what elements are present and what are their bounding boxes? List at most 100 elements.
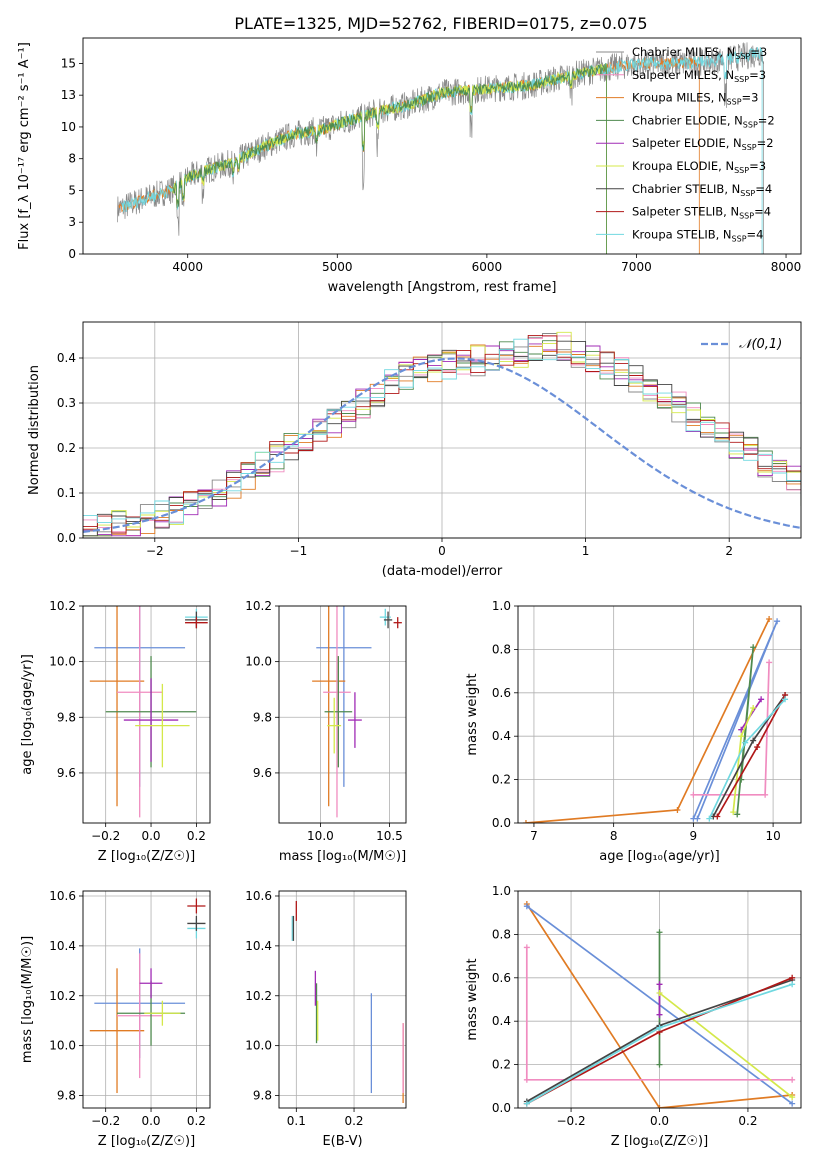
x-axis-label: E(B-V): [322, 1134, 362, 1149]
weight-vs-Z-axes: −0.2 0.0 0.2 0.0 0.2 0.4 0.6 0.8 1.0 Z [log₁₀(Z/Z…: [465, 884, 802, 1149]
x-tick-label: 10.0: [307, 829, 334, 843]
weight-marker: [789, 1076, 796, 1083]
y-tick-label: 10.6: [245, 889, 272, 903]
weight-marker: [656, 929, 663, 936]
weight-marker: [789, 974, 796, 981]
y-tick-label: 10: [61, 120, 76, 134]
x-tick-label: −0.2: [556, 1114, 585, 1128]
mass-vs-EBV-plot-area: [291, 900, 404, 1104]
residual-histogram-plot-area: [83, 331, 801, 537]
weight-marker: [690, 791, 697, 798]
y-tick-label: 15: [61, 56, 76, 70]
y-tick-label: 13: [61, 88, 76, 102]
y-tick-label: 10.2: [245, 989, 272, 1003]
y-tick-label: 10.0: [245, 655, 272, 669]
weight-marker: [656, 1105, 663, 1108]
weight-marker: [656, 1011, 663, 1018]
x-tick-label: 0.1: [287, 1114, 306, 1128]
y-tick-label: 10.0: [49, 655, 76, 669]
y-tick-label: 0.3: [57, 396, 76, 410]
panels: 4000 5000 6000 7000 80000358101315wavelength…: [17, 37, 802, 1149]
spectrum-series: [121, 47, 763, 254]
y-tick-label: 0.6: [492, 971, 511, 985]
x-axis-label: Z [log₁₀(Z/Z☉)]: [611, 1134, 708, 1149]
legend-entry: Chabrier MILES, NSSP=3: [632, 45, 767, 61]
legend-entry: Kroupa STELIB, NSSP=4: [632, 227, 763, 243]
weight-marker: [750, 644, 757, 651]
axes-frame: [278, 890, 407, 1109]
y-tick-label: 0.2: [492, 1058, 511, 1072]
legend-tail: =4: [747, 227, 764, 241]
legend-entry: Chabrier STELIB, NSSP=4: [632, 182, 772, 198]
y-tick-label: 3: [68, 215, 76, 229]
legend-entry: Chabrier ELODIE, NSSP=2: [632, 113, 775, 129]
weight-marker: [714, 813, 721, 820]
y-tick-label: 0.8: [492, 927, 511, 941]
x-tick-label: 4000: [172, 260, 203, 274]
weight-series-line: [526, 903, 793, 1108]
weight-marker: [766, 616, 773, 623]
x-tick-label: 0.2: [344, 1114, 363, 1128]
weight-marker: [656, 989, 663, 996]
y-tick-label: 1.0: [492, 599, 511, 613]
legend-tail: =2: [757, 136, 774, 150]
legend-entry: Kroupa ELODIE, NSSP=3: [632, 159, 766, 175]
weight-marker: [782, 696, 789, 703]
x-tick-label: 7: [530, 829, 538, 843]
legend-label: Kroupa MILES, N: [632, 91, 727, 105]
figure-title: PLATE=1325, MJD=52762, FIBERID=0175, z=0…: [234, 14, 647, 33]
legend-label: Chabrier STELIB, N: [632, 182, 740, 196]
y-tick-label: 10.2: [49, 989, 76, 1003]
x-axis-label: (data-model)/error: [382, 564, 503, 579]
axes-frame: [82, 37, 802, 255]
x-tick-label: 1: [582, 544, 590, 558]
weight-marker: [523, 903, 530, 910]
y-tick-label: 0.1: [57, 486, 76, 500]
gaussian-legend-label: 𝒩(0,1): [739, 337, 782, 352]
legend-sub: SSP: [740, 189, 755, 198]
legend-label: Salpeter STELIB, N: [632, 205, 739, 219]
legend-sub: SSP: [743, 120, 758, 129]
histogram-series: [83, 334, 801, 534]
axes-frame: [82, 321, 802, 539]
x-tick-label: 6000: [472, 260, 503, 274]
weight-marker: [742, 739, 749, 746]
x-axis-label: age [log₁₀(age/yr)]: [599, 849, 720, 864]
y-tick-label: 9.6: [253, 766, 272, 780]
axes-frame: [278, 605, 407, 824]
x-tick-label: 0.0: [650, 1114, 669, 1128]
axes-frame: [82, 890, 211, 1109]
legend-tail: =3: [749, 68, 766, 82]
y-axis-label: mass [log₁₀(M/M☉)]: [20, 936, 35, 1063]
legend-sub: SSP: [732, 234, 747, 243]
x-tick-label: 0.2: [738, 1114, 757, 1128]
weight-marker: [734, 811, 741, 818]
legend-label: Chabrier MILES, N: [632, 45, 735, 59]
legend-label: Kroupa ELODIE, N: [632, 159, 734, 173]
weight-marker: [766, 659, 773, 666]
y-tick-label: 10.6: [49, 889, 76, 903]
x-tick-label: −0.2: [91, 829, 120, 843]
y-tick-label: 0.4: [492, 729, 511, 743]
y-tick-label: 0.0: [57, 531, 76, 545]
legend-tail: =4: [754, 205, 771, 219]
mass-vs-EBV-axes: 0.1 0.2 9.8 10.0 10.2 10.4 10.6 E(B-V): [245, 889, 407, 1149]
histogram-series: [83, 344, 801, 537]
weight-marker: [523, 1076, 530, 1083]
legend-entry: Salpeter STELIB, NSSP=4: [632, 205, 771, 221]
y-tick-label: 0.6: [492, 686, 511, 700]
legend-label: Salpeter MILES, N: [632, 68, 734, 82]
spectrum-plot-area: [117, 42, 764, 254]
weight-marker: [738, 733, 745, 740]
spectrum-series: [172, 63, 607, 254]
spectrum-series: [118, 55, 700, 254]
y-tick-label: 10.2: [49, 599, 76, 613]
legend-tail: =3: [742, 91, 759, 105]
y-axis-label: mass weight: [465, 673, 480, 755]
weight-vs-age-plot-area: [522, 616, 789, 823]
x-tick-label: 0.0: [141, 1114, 160, 1128]
x-tick-label: 10: [765, 829, 780, 843]
histogram-series: [83, 338, 801, 524]
mass-vs-Z-axes: −0.2 0.0 0.2 9.8 10.0 10.2 10.4 10.6 Z [log₁₀(Z/…: [20, 889, 211, 1149]
